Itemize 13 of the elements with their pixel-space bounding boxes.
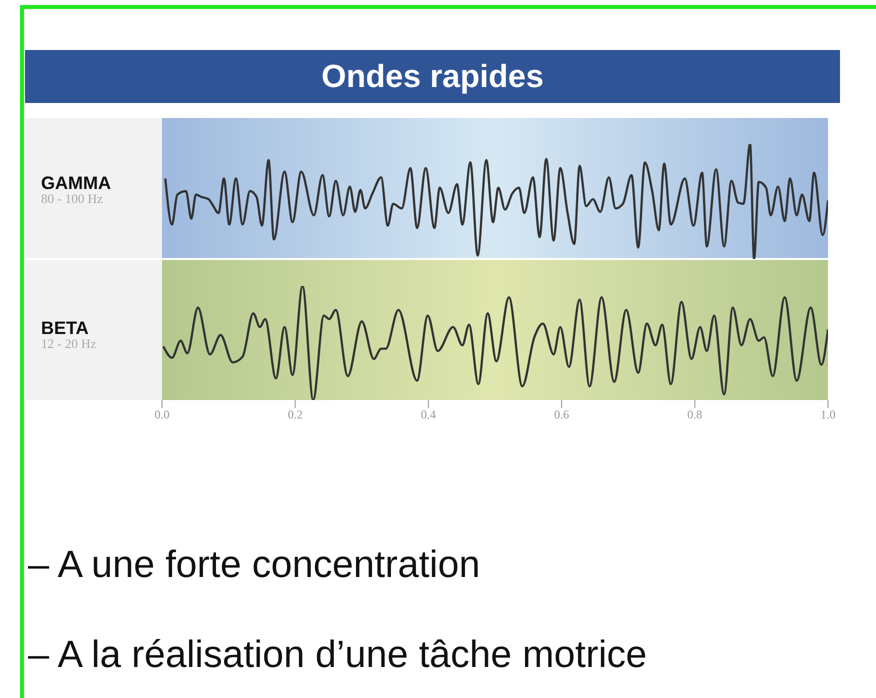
x-tick-label: 0.8	[687, 408, 702, 422]
x-tick-label: 1.0	[820, 408, 836, 422]
x-tick-label: 0.4	[420, 408, 436, 422]
text: 12 - 20 Hz	[41, 336, 96, 352]
text: GAMMA	[41, 173, 111, 194]
text: 80 - 100 Hz	[41, 191, 104, 207]
text: – A la réalisation d’une tâche motrice	[28, 633, 647, 678]
text: BETA	[41, 318, 90, 339]
text: – A une forte concentration	[28, 543, 482, 588]
x-tick-label: 0.0	[154, 408, 170, 422]
x-tick-label: 0.2	[288, 408, 303, 422]
chart-title: Ondes rapides	[25, 50, 840, 103]
x-tick-label: 0.6	[554, 408, 570, 422]
